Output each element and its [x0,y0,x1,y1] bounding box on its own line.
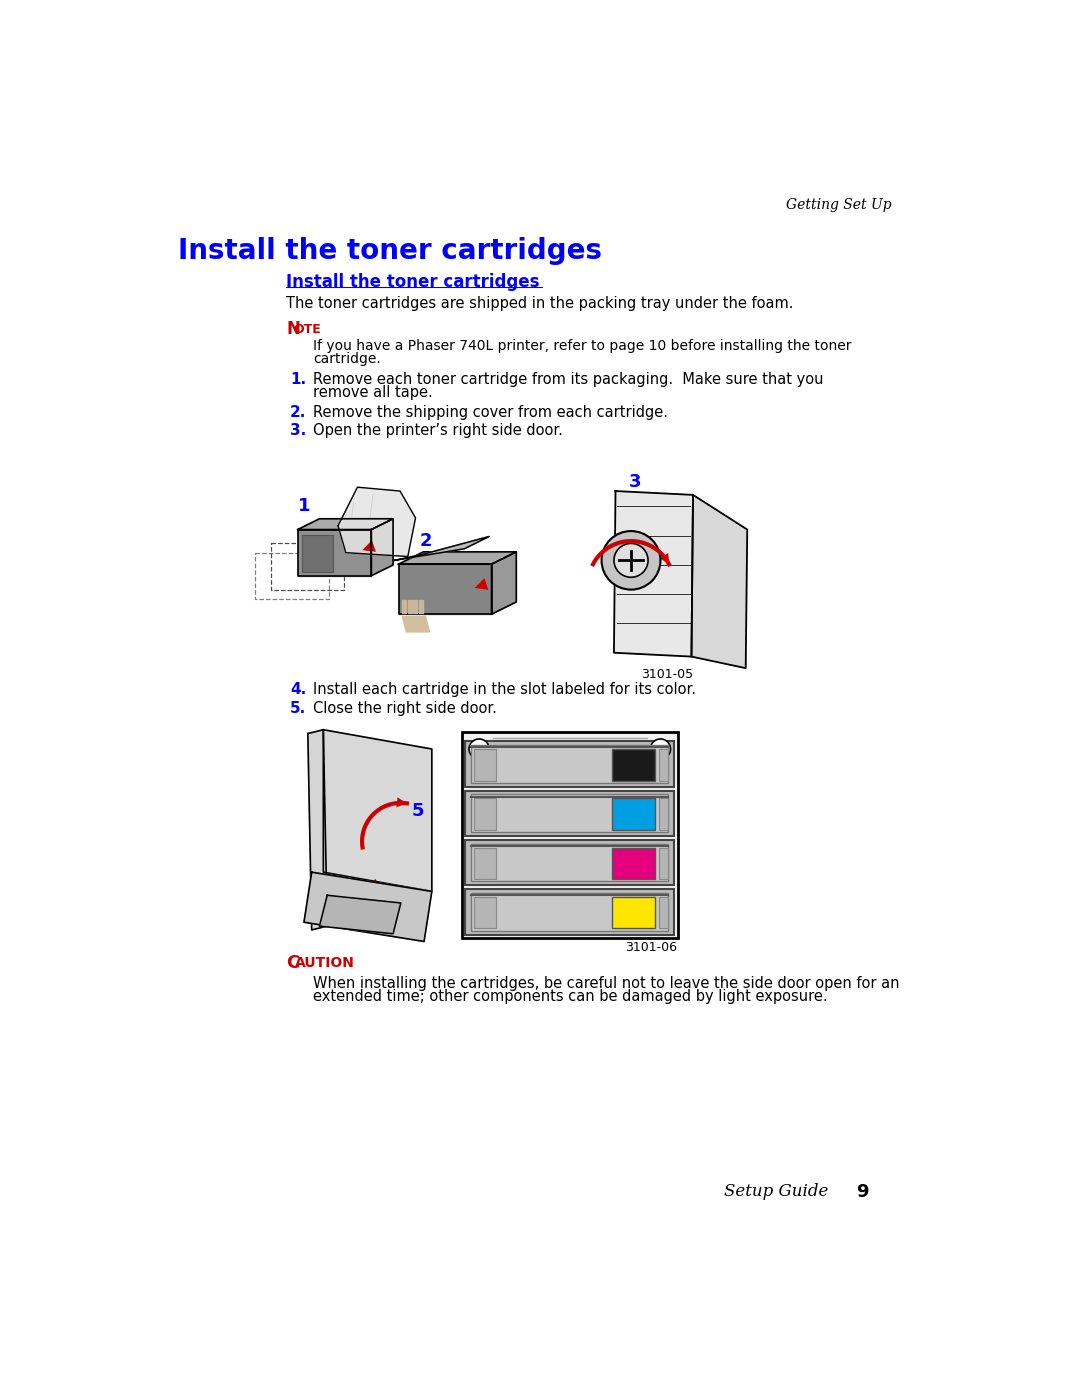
Text: Open the printer’s right side door.: Open the printer’s right side door. [313,423,563,439]
Polygon shape [323,729,432,891]
Polygon shape [403,599,406,613]
Polygon shape [399,564,491,615]
Text: 4: 4 [354,905,365,923]
Bar [659,749,669,781]
Polygon shape [298,529,372,576]
Bar [659,897,669,929]
Polygon shape [399,552,516,564]
Text: 1.: 1. [291,372,306,387]
Bar [465,840,674,886]
Bar [474,897,496,929]
Circle shape [613,543,648,577]
Text: 2.: 2. [291,405,307,420]
Text: When installing the cartridges, be careful not to leave the side door open for a: When installing the cartridges, be caref… [313,977,900,992]
Bar [465,742,674,787]
Text: 5: 5 [411,802,424,820]
Bar [465,791,674,835]
Text: 3: 3 [629,472,642,490]
Text: cartridge.: cartridge. [313,352,381,366]
Text: 4.: 4. [291,682,307,697]
Bar [474,848,496,879]
Text: Setup Guide: Setup Guide [724,1183,828,1200]
Polygon shape [408,599,411,613]
Circle shape [650,739,671,759]
Bar [612,897,656,929]
Polygon shape [308,729,327,930]
Text: 1: 1 [298,497,310,515]
Polygon shape [414,599,417,613]
Polygon shape [419,599,422,613]
Polygon shape [303,872,432,942]
Text: 3101-06: 3101-06 [625,942,677,954]
Text: Remove each toner cartridge from its packaging.  Make sure that you: Remove each toner cartridge from its pac… [313,372,824,387]
Text: Getting Set Up: Getting Set Up [786,197,892,211]
Bar [659,798,669,830]
Bar [465,888,674,935]
Polygon shape [338,488,416,556]
Text: Install the toner cartridges: Install the toner cartridges [286,272,540,291]
Bar [474,798,496,830]
Circle shape [469,739,489,759]
Text: 2: 2 [419,532,432,550]
Bar [659,848,669,879]
Text: The toner cartridges are shipped in the packing tray under the foam.: The toner cartridges are shipped in the … [286,296,794,310]
Polygon shape [394,536,489,560]
Circle shape [602,531,661,590]
Text: AUTION: AUTION [295,956,354,970]
Bar [471,745,669,782]
Text: 5.: 5. [291,701,307,715]
Text: N: N [286,320,300,338]
Text: 3.: 3. [291,423,307,439]
Polygon shape [372,518,393,576]
Polygon shape [298,518,393,529]
Bar [612,798,656,830]
Text: remove all tape.: remove all tape. [313,386,433,400]
Bar [471,844,669,882]
Polygon shape [491,552,516,615]
Text: extended time; other components can be damaged by light exposure.: extended time; other components can be d… [313,989,828,1004]
Text: C: C [286,954,299,972]
Bar [462,732,677,939]
Bar [612,848,656,879]
Text: Install the toner cartridges: Install the toner cartridges [177,237,602,265]
Bar [301,535,333,571]
Bar [471,795,669,833]
Text: Close the right side door.: Close the right side door. [313,701,497,715]
Bar [474,749,496,781]
Polygon shape [613,490,693,657]
Bar [612,749,656,781]
Text: Remove the shipping cover from each cartridge.: Remove the shipping cover from each cart… [313,405,669,420]
Bar [471,893,669,930]
Polygon shape [403,616,430,631]
Text: 3101-05: 3101-05 [640,668,693,680]
Text: If you have a Phaser 740L printer, refer to page 10 before installing the toner: If you have a Phaser 740L printer, refer… [313,339,852,353]
Text: Install each cartridge in the slot labeled for its color.: Install each cartridge in the slot label… [313,682,697,697]
Text: 9: 9 [855,1183,868,1201]
Text: OTE: OTE [294,323,322,335]
Polygon shape [691,495,747,668]
Polygon shape [320,895,401,933]
